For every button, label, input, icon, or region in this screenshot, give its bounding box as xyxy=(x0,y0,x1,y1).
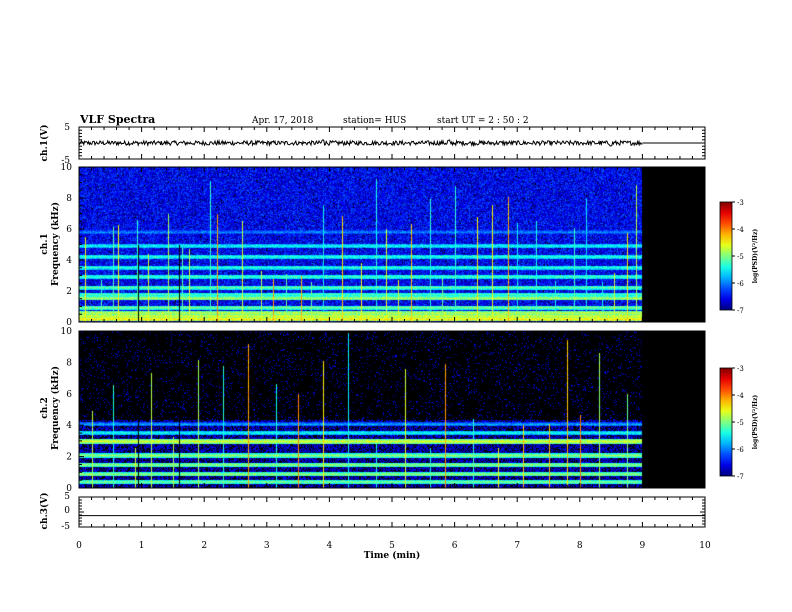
ch3-waveform-frame xyxy=(78,496,706,528)
time-tick-label: 6 xyxy=(452,541,458,551)
colorbar-label: log(PSD)(V²/Hz) xyxy=(752,395,759,450)
colorbar-tick-label: -5 xyxy=(737,419,744,427)
ch2-freq-tick-label: 2 xyxy=(66,453,72,463)
figure-title: VLF Spectra xyxy=(79,113,155,126)
ch3-waveform-ticks xyxy=(78,496,706,528)
ch2-freq-tick-label: 10 xyxy=(61,327,73,337)
colorbar-label: log(PSD)(V²/Hz) xyxy=(752,229,759,284)
ch2-colorbar: -3 -4 -5 -6 -7 log(PSD)(V²/Hz) xyxy=(719,365,759,481)
time-tick-label: 4 xyxy=(327,541,333,551)
colorbar-tick-label: -3 xyxy=(737,365,744,373)
ch2-spectrogram-ylabel: ch.2 Frequency (kHz) xyxy=(40,366,61,450)
time-axis-tick-labels: 0 1 2 3 4 5 6 7 8 9 10 xyxy=(76,541,711,551)
ch2-freq-tick-label: 8 xyxy=(66,358,72,368)
ch1-spectrogram-frame xyxy=(78,166,706,323)
ch2-freq-tick-label: 0 xyxy=(66,484,72,494)
ch1-spectrogram-ylabel: ch.1 Frequency (kHz) xyxy=(40,202,61,286)
ch3-waveform-ylabel: ch.3(V) xyxy=(39,493,50,530)
ch2-spectrogram-panel: ch.2 Frequency (kHz) 0 2 4 6 8 10 -3 -4 -5 -6 -7 l… xyxy=(40,327,759,494)
time-tick-label: 8 xyxy=(577,541,583,551)
colorbar-scale xyxy=(719,367,733,477)
ch1-ytick-neg5: -5 xyxy=(61,156,70,166)
date-label: Apr. 17, 2018 xyxy=(251,116,314,126)
colorbar-tick-label: -3 xyxy=(737,199,744,207)
colorbar-tick-label: -4 xyxy=(737,392,744,400)
ch1-ylabel-frequency: Frequency (kHz) xyxy=(50,202,61,286)
time-tick-label: 5 xyxy=(389,541,395,551)
colorbar-tick-label: -7 xyxy=(737,473,744,481)
time-tick-label: 9 xyxy=(640,541,646,551)
ch1-waveform-trace xyxy=(78,138,705,148)
colorbar-tick-label: -6 xyxy=(737,446,744,454)
ch1-waveform-frame xyxy=(78,126,706,160)
ch3-ytick-neg5: -5 xyxy=(61,522,70,532)
time-tick-label: 0 xyxy=(76,541,82,551)
time-tick-label: 10 xyxy=(699,541,711,551)
ch2-spectrogram-frame xyxy=(78,330,706,489)
ch2-ylabel-channel: ch.2 xyxy=(40,397,50,418)
ch1-spectrogram-panel: ch.1 Frequency (kHz) 0 2 4 6 8 10 -3 -4 -5 -6 -7 l… xyxy=(40,163,759,328)
start-time-label: start UT = 2 : 50 : 2 xyxy=(437,116,529,126)
ch1-freq-tick-label: 2 xyxy=(66,287,72,297)
ch2-ylabel-frequency: Frequency (kHz) xyxy=(50,366,61,450)
time-axis-label: Time (min) xyxy=(364,550,421,561)
ch1-freq-tick-label: 6 xyxy=(66,225,72,235)
ch1-waveform-panel: ch.1(V) 5 -5 xyxy=(39,123,706,166)
colorbar-tick-label: -5 xyxy=(737,253,744,261)
ch3-waveform-panel: ch.3(V) 5 0 -5 0 1 2 3 4 5 6 7 8 9 10 Time (min) xyxy=(39,492,711,561)
ch3-ytick-0: 0 xyxy=(64,506,70,516)
station-label: station= HUS xyxy=(343,116,406,126)
colorbar-tick-label: -7 xyxy=(737,307,744,315)
time-tick-label: 1 xyxy=(139,541,145,551)
ch1-waveform-ticks xyxy=(78,126,706,160)
colorbar-scale xyxy=(719,201,733,311)
ch1-freq-tick-label: 0 xyxy=(66,318,72,328)
ch1-spectrogram-image xyxy=(79,167,705,322)
ch1-waveform-ylabel: ch.1(V) xyxy=(39,125,50,162)
ch1-freq-tick-label: 8 xyxy=(66,194,72,204)
time-tick-label: 2 xyxy=(201,541,207,551)
ch1-freq-tick-label: 10 xyxy=(61,163,73,173)
ch2-freq-tick-label: 4 xyxy=(66,421,72,431)
time-tick-label: 3 xyxy=(264,541,270,551)
colorbar-tick-label: -4 xyxy=(737,226,744,234)
colorbar-tick-label: -6 xyxy=(737,280,744,288)
ch3-ytick-5: 5 xyxy=(64,492,70,502)
ch1-freq-tick-label: 4 xyxy=(66,256,72,266)
ch2-freq-tick-label: 6 xyxy=(66,390,72,400)
ch2-spectrogram-image xyxy=(79,331,705,488)
ch1-ytick-5: 5 xyxy=(64,123,70,133)
ch1-colorbar: -3 -4 -5 -6 -7 log(PSD)(V²/Hz) xyxy=(719,199,759,315)
ch1-ylabel-channel: ch.1 xyxy=(40,233,50,254)
time-tick-label: 7 xyxy=(514,541,520,551)
